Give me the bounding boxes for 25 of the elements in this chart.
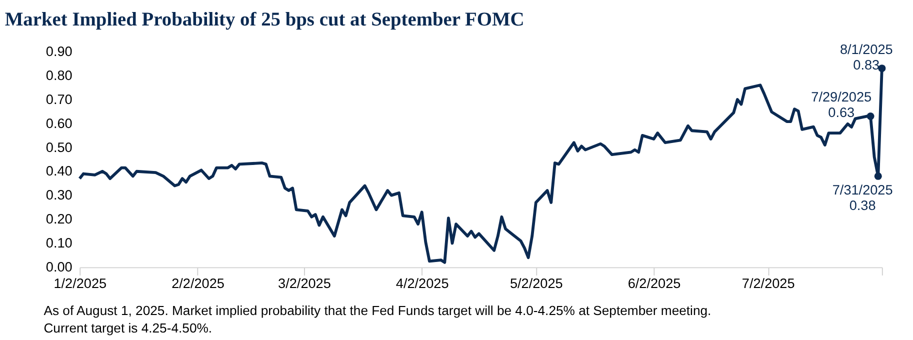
x-tick-label: 5/2/2025 xyxy=(510,276,563,292)
y-tick-label: 0.00 xyxy=(46,260,73,275)
x-tick-label: 6/2/2025 xyxy=(628,276,681,292)
x-tick-label: 1/2/2025 xyxy=(54,276,107,292)
annotation: 7/29/2025 0.63 xyxy=(811,90,872,120)
y-tick-label: 0.80 xyxy=(46,68,73,83)
y-tick-label: 0.70 xyxy=(46,92,73,107)
point xyxy=(878,64,886,72)
chart-title: Market Implied Probability of 25 bps cut at September FOMC xyxy=(4,10,524,31)
annotation: 8/1/2025 0.83 xyxy=(840,42,893,72)
y-tick-label: 0.60 xyxy=(46,116,73,131)
x-tick-label: 3/2/2025 xyxy=(278,276,331,292)
point xyxy=(874,172,882,180)
x-tick-label: 4/2/2025 xyxy=(396,276,449,292)
y-tick-label: 0.90 xyxy=(46,44,73,59)
y-tick-label: 0.10 xyxy=(46,236,73,251)
x-tick-label: 7/2/2025 xyxy=(742,276,795,292)
y-tick-label: 0.50 xyxy=(46,140,73,155)
text: As of August 1, 2025. Market implied probability that the Fed Funds target will be 4.0-4.25% at September meeting. Current target is 4.25-4.50%. xyxy=(44,302,712,336)
annotation: 7/31/2025 0.38 xyxy=(832,182,893,214)
y-tick-label: 0.20 xyxy=(46,212,73,227)
point xyxy=(866,112,874,120)
y-tick-label: 0.30 xyxy=(46,188,73,203)
y-tick-label: 0.40 xyxy=(46,164,73,179)
x-tick-label: 2/2/2025 xyxy=(172,276,224,292)
